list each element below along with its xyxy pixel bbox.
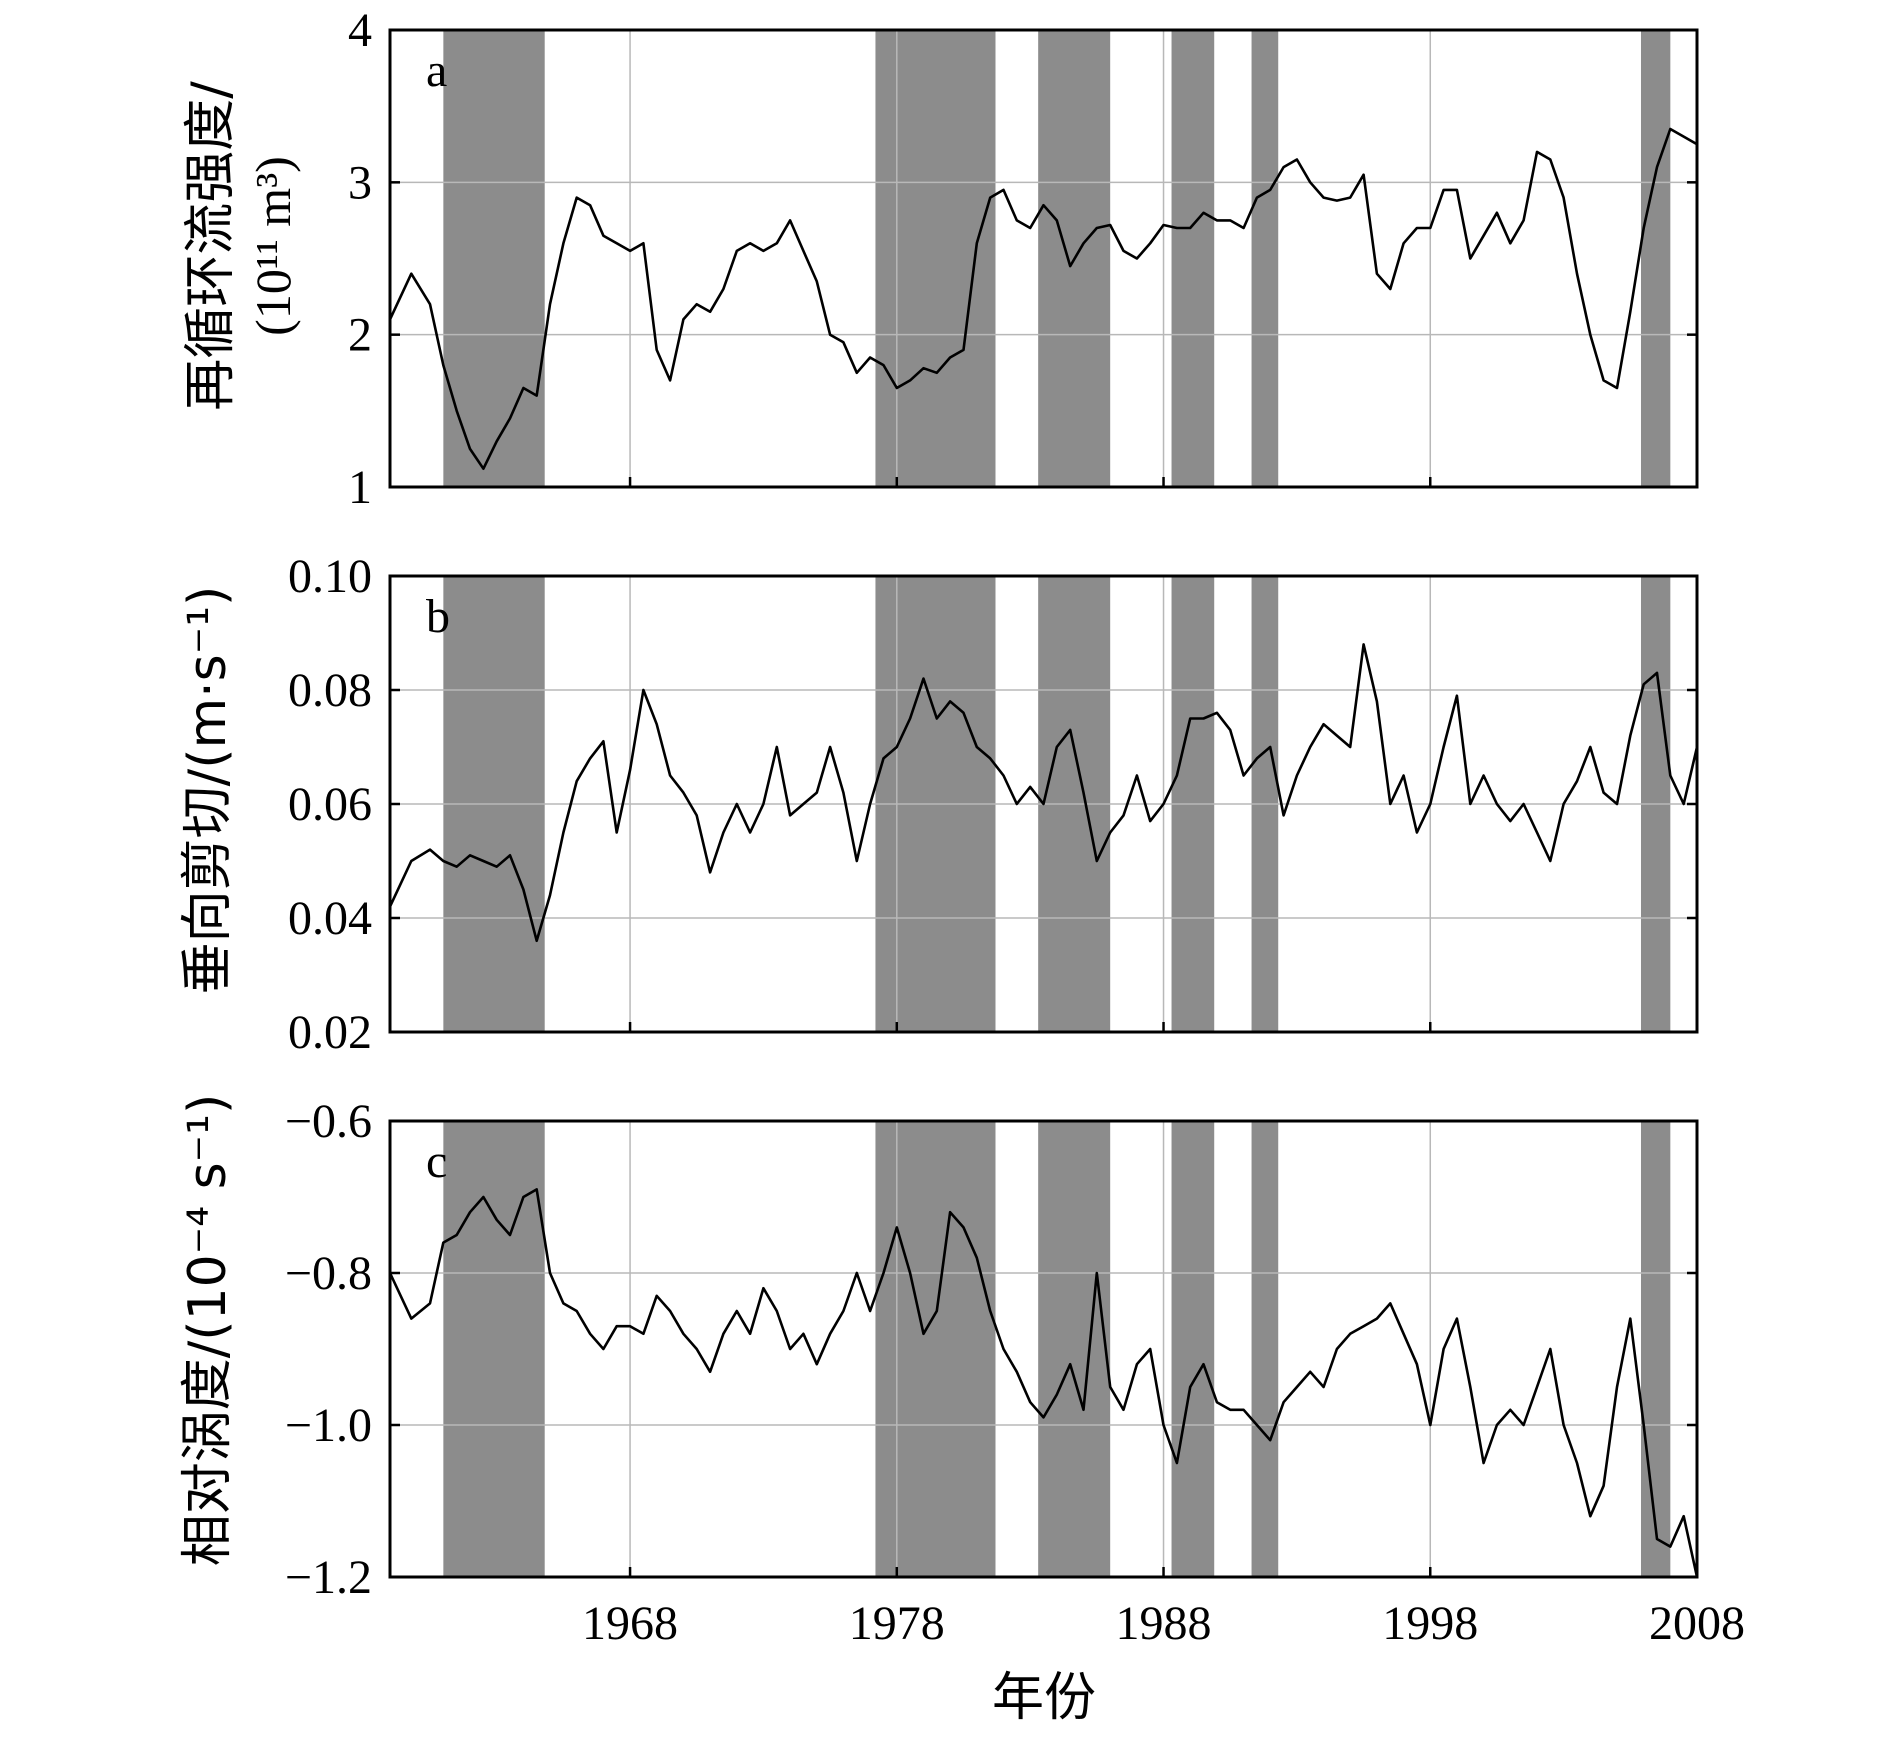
shaded-period-4 — [1171, 1121, 1215, 1577]
panel-letter-a: a — [426, 44, 447, 97]
panel-b-ylabel: 垂向剪切/(m·s⁻¹) — [178, 586, 238, 995]
y-tick-label: 0.04 — [288, 892, 372, 945]
y-tick-label: −0.6 — [285, 1095, 372, 1148]
panel-b: 0.02 0.04 0.06 0.08 0.10 b — [288, 550, 1699, 1059]
x-tick-label: 2008 — [1649, 1597, 1745, 1650]
panel-c: 1968 1978 1988 1998 2008 −1.2 −1.0 −0.8 −0.6 c — [285, 1095, 1745, 1650]
y-tick-label: 0.06 — [288, 778, 372, 831]
plot-frame — [388, 574, 1699, 1034]
panel-a-ylabel: 再循环流强度/ — [181, 81, 241, 411]
shaded-period-2 — [875, 1121, 996, 1577]
y-tick-label: 4 — [348, 4, 372, 57]
plot-frame — [388, 28, 1699, 489]
y-tick-label: −1.0 — [285, 1399, 372, 1452]
series-line-a — [388, 127, 1698, 471]
shaded-period-5 — [1251, 1121, 1279, 1577]
panel-c-ylabel: 相对涡度/(10⁻⁴ s⁻¹) — [178, 1094, 238, 1566]
shaded-period-4 — [1171, 30, 1215, 487]
shaded-period-6 — [1640, 30, 1671, 487]
shaded-period-3 — [1038, 1121, 1111, 1577]
series-line-c — [388, 1188, 1699, 1578]
x-tick-label: 1988 — [1116, 1597, 1212, 1650]
y-tick-label: 2 — [348, 309, 372, 362]
x-tick-label: 1968 — [582, 1597, 678, 1650]
shaded-period-1 — [443, 1121, 545, 1577]
y-tick-label: 0.02 — [288, 1006, 372, 1059]
y-tick-label: 1 — [348, 461, 372, 514]
y-tick-label: 3 — [348, 156, 372, 209]
x-axis-title: 年份 — [992, 1668, 1096, 1728]
panel-letter-c: c — [426, 1135, 447, 1188]
y-tick-label: −0.8 — [285, 1247, 372, 1300]
y-tick-label: −1.2 — [285, 1551, 372, 1604]
panel-letter-b: b — [426, 590, 450, 643]
x-tick-label: 1998 — [1382, 1597, 1478, 1650]
shaded-period-2 — [875, 30, 996, 487]
shaded-period-6 — [1640, 1121, 1671, 1577]
y-tick-label: 0.10 — [288, 550, 372, 603]
x-tick-label: 1978 — [849, 1597, 945, 1650]
y-tick-label: 0.08 — [288, 664, 372, 717]
series-line-b — [388, 643, 1699, 943]
panel-a: 1 2 3 4 a — [348, 4, 1699, 514]
shaded-period-5 — [1251, 30, 1279, 487]
plot-frame — [388, 1119, 1699, 1579]
shaded-period-1 — [443, 30, 545, 487]
panel-a-yunit: (10¹¹ m³) — [245, 156, 301, 336]
